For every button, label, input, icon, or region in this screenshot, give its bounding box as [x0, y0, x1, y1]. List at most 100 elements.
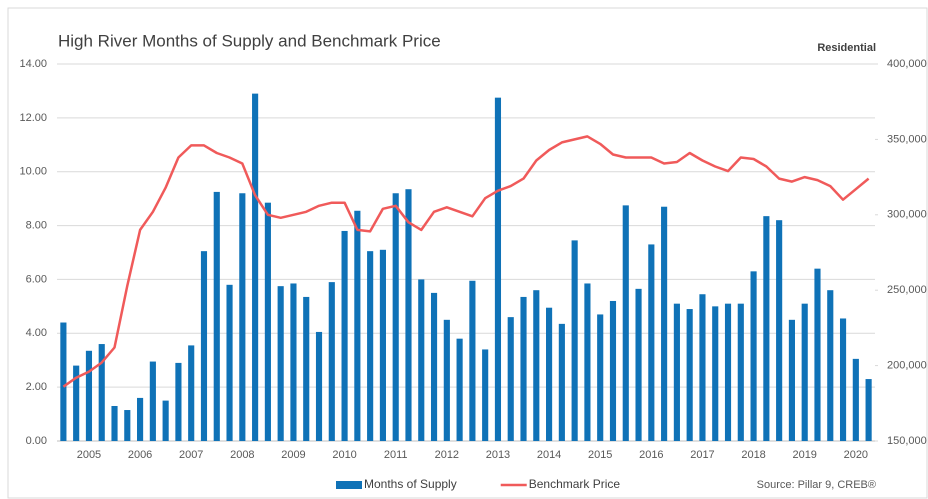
bar: [494, 97, 502, 442]
x-tick-label: 2007: [179, 449, 203, 461]
bar: [162, 400, 169, 441]
bar: [852, 358, 859, 441]
y-tick-label: 14.00: [19, 58, 47, 70]
bar: [609, 300, 617, 441]
x-tick-label: 2017: [690, 449, 714, 461]
y-tick-label: 6.00: [26, 273, 47, 285]
x-tick-label: 2020: [844, 449, 868, 461]
chart-title: High River Months of Supply and Benchmar…: [58, 31, 441, 50]
bar: [788, 319, 795, 441]
bar: [507, 317, 514, 441]
bar: [469, 280, 476, 441]
y-tick-label: 8.00: [26, 219, 47, 231]
bar: [264, 202, 271, 441]
y2-tick-label: 200,000: [887, 360, 927, 372]
bar: [405, 189, 412, 441]
bar: [188, 345, 195, 441]
source-note: Source: Pillar 9, CREB®: [757, 479, 876, 491]
bar: [226, 284, 233, 441]
bar: [354, 210, 361, 441]
bar: [443, 319, 450, 441]
x-tick-label: 2009: [281, 449, 305, 461]
bar: [865, 379, 872, 441]
bar: [379, 249, 386, 441]
bar: [60, 322, 67, 441]
bar: [328, 282, 335, 441]
bar: [367, 251, 374, 441]
bar: [622, 205, 629, 441]
bar: [686, 309, 693, 441]
chart-subtitle: Residential: [817, 42, 876, 54]
bar: [303, 296, 310, 441]
bar: [392, 193, 399, 441]
x-tick-label: 2011: [384, 449, 408, 461]
bar: [175, 362, 182, 441]
bar: [73, 365, 80, 441]
bar: [456, 338, 463, 441]
bar: [252, 93, 259, 441]
bar: [430, 292, 438, 441]
x-tick-label: 2006: [128, 449, 152, 461]
bar: [584, 283, 591, 441]
legend-label: Months of Supply: [364, 477, 457, 491]
y-tick-label: 4.00: [26, 327, 47, 339]
bar: [533, 290, 540, 441]
bar: [737, 303, 744, 441]
bar: [239, 193, 246, 441]
bar: [558, 323, 565, 441]
bar: [315, 331, 323, 441]
bar: [277, 286, 284, 441]
bar: [635, 288, 642, 441]
x-tick-label: 2005: [77, 449, 101, 461]
x-tick-label: 2016: [639, 449, 663, 461]
x-tick-label: 2019: [792, 449, 816, 461]
bar: [839, 318, 847, 441]
bar: [776, 220, 783, 441]
y-tick-label: 12.00: [19, 112, 47, 124]
y-tick-label: 0.00: [26, 435, 47, 447]
chart-frame: [7, 7, 928, 499]
y2-tick-label: 300,000: [887, 209, 927, 221]
y2-tick-label: 150,000: [887, 435, 927, 447]
y-tick-label: 2.00: [26, 381, 47, 393]
x-tick-label: 2010: [332, 449, 356, 461]
bar: [712, 306, 719, 441]
bar: [149, 361, 156, 441]
bar: [482, 349, 489, 441]
bar: [648, 244, 655, 441]
bar: [673, 303, 680, 441]
bar: [213, 191, 220, 441]
bar: [290, 283, 297, 441]
x-tick-label: 2008: [230, 449, 254, 461]
bar: [200, 251, 208, 441]
bar: [801, 303, 808, 441]
bar: [85, 350, 93, 441]
bar: [520, 296, 527, 441]
bar: [546, 307, 553, 441]
x-tick-label: 2015: [588, 449, 612, 461]
x-tick-label: 2018: [741, 449, 765, 461]
bar: [724, 303, 732, 441]
legend-label: Benchmark Price: [529, 477, 621, 491]
y-tick-label: 10.00: [19, 166, 47, 178]
bar: [341, 230, 348, 441]
bar: [763, 216, 770, 441]
bar: [571, 240, 578, 441]
bar: [750, 271, 757, 441]
bar: [111, 405, 118, 441]
legend-swatch: [336, 481, 362, 489]
bar: [597, 314, 604, 441]
y2-tick-label: 350,000: [887, 133, 927, 145]
bar: [661, 206, 668, 441]
y2-tick-label: 250,000: [887, 284, 927, 296]
bar: [699, 294, 706, 441]
line: [62, 135, 870, 388]
bar: [98, 344, 105, 441]
bar: [814, 268, 821, 441]
x-tick-label: 2013: [486, 449, 510, 461]
bar: [418, 279, 425, 441]
y2-tick-label: 400,000: [887, 58, 927, 70]
bar: [124, 410, 131, 441]
x-tick-label: 2014: [537, 449, 561, 461]
